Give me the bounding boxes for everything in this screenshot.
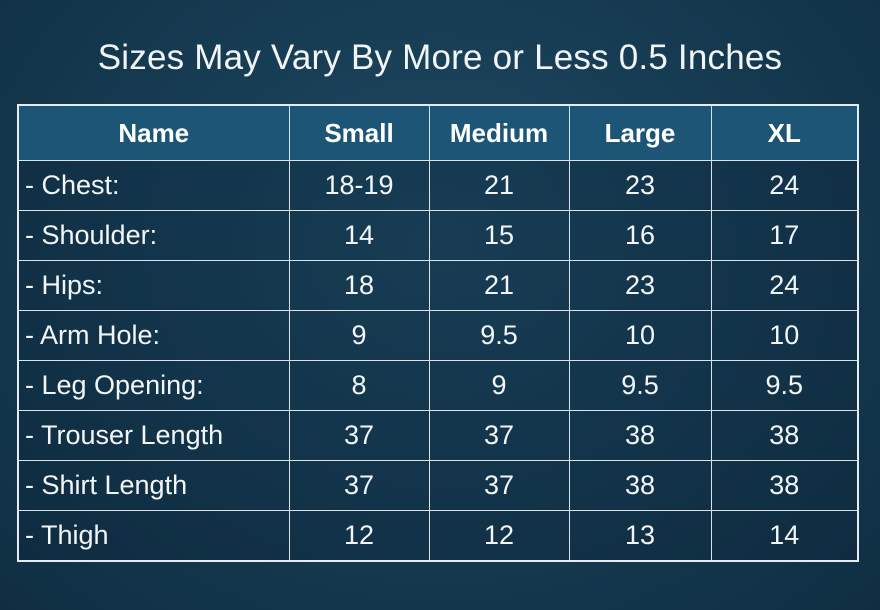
table-row-hips: - Hips: 18 21 23 24: [17, 260, 859, 311]
cell-large: 13: [568, 510, 712, 562]
cell-large: 10: [568, 310, 712, 361]
header-xl: XL: [710, 104, 859, 161]
cell-medium: 12: [428, 510, 570, 562]
cell-small: 37: [288, 410, 430, 461]
table-row-thigh: - Thigh 12 12 13 14: [17, 510, 859, 562]
header-small: Small: [288, 104, 430, 161]
table-row-trouser-length: - Trouser Length 37 37 38 38: [17, 410, 859, 461]
cell-xl: 38: [710, 460, 859, 511]
cell-xl: 38: [710, 410, 859, 461]
cell-large: 23: [568, 260, 712, 311]
header-large: Large: [568, 104, 712, 161]
cell-small: 18-19: [288, 160, 430, 211]
cell-small: 18: [288, 260, 430, 311]
table-row-leg-opening: - Leg Opening: 8 9 9.5 9.5: [17, 360, 859, 411]
header-row: Name Small Medium Large XL: [17, 104, 859, 161]
cell-medium: 21: [428, 260, 570, 311]
table-row-shoulder: - Shoulder: 14 15 16 17: [17, 210, 859, 261]
cell-xl: 10: [710, 310, 859, 361]
row-label: - Shirt Length: [17, 460, 290, 511]
table-row-shirt-length: - Shirt Length 37 37 38 38: [17, 460, 859, 511]
header-name: Name: [17, 104, 290, 161]
row-label: - Thigh: [17, 510, 290, 562]
cell-medium: 37: [428, 460, 570, 511]
cell-large: 16: [568, 210, 712, 261]
cell-medium: 9.5: [428, 310, 570, 361]
row-label: - Trouser Length: [17, 410, 290, 461]
cell-small: 12: [288, 510, 430, 562]
cell-xl: 14: [710, 510, 859, 562]
cell-xl: 9.5: [710, 360, 859, 411]
page-title: Sizes May Vary By More or Less 0.5 Inche…: [97, 38, 783, 77]
cell-small: 8: [288, 360, 430, 411]
cell-medium: 15: [428, 210, 570, 261]
cell-xl: 24: [710, 160, 859, 211]
cell-large: 9.5: [568, 360, 712, 411]
cell-small: 14: [288, 210, 430, 261]
cell-large: 38: [568, 460, 712, 511]
cell-medium: 9: [428, 360, 570, 411]
row-label: - Shoulder:: [17, 210, 290, 261]
table-row-chest: - Chest: 18-19 21 23 24: [17, 160, 859, 211]
cell-small: 37: [288, 460, 430, 511]
cell-large: 38: [568, 410, 712, 461]
row-label: - Hips:: [17, 260, 290, 311]
cell-medium: 21: [428, 160, 570, 211]
cell-medium: 37: [428, 410, 570, 461]
cell-large: 23: [568, 160, 712, 211]
cell-xl: 17: [710, 210, 859, 261]
row-label: - Arm Hole:: [17, 310, 290, 361]
cell-small: 9: [288, 310, 430, 361]
size-chart-table: Name Small Medium Large XL - Chest: 18-1…: [17, 104, 859, 562]
table-row-arm-hole: - Arm Hole: 9 9.5 10 10: [17, 310, 859, 361]
row-label: - Chest:: [17, 160, 290, 211]
header-medium: Medium: [428, 104, 570, 161]
row-label: - Leg Opening:: [17, 360, 290, 411]
cell-xl: 24: [710, 260, 859, 311]
